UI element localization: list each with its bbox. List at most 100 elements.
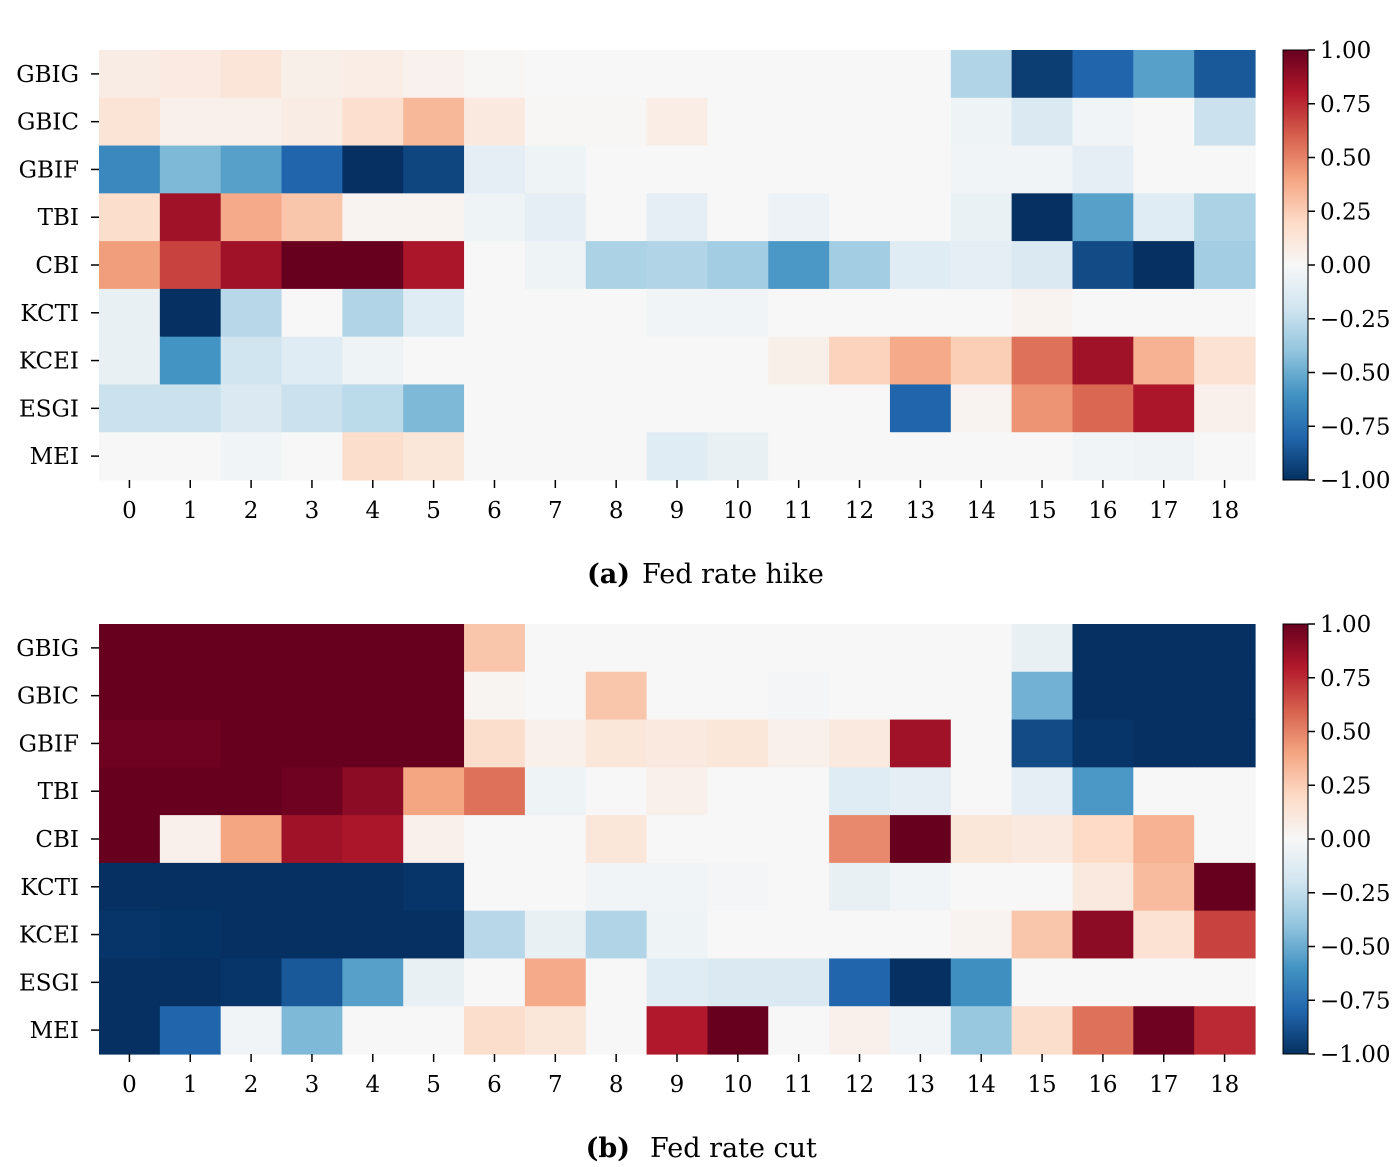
heatmap-cell-MEI-2 xyxy=(220,432,283,481)
heatmap-cell-KCEI-16 xyxy=(1072,910,1134,960)
heatmap-cell-TBI-2 xyxy=(220,193,283,242)
heatmap-cell-KCTI-3 xyxy=(281,288,343,338)
heatmap-cell-KCTI-7 xyxy=(524,862,587,912)
heatmap-cell-MEI-11 xyxy=(768,1006,830,1055)
colorbar-tick-label: 0.25 xyxy=(1320,199,1371,225)
heatmap-cell-GBIF-1 xyxy=(159,719,222,768)
heatmap-cell-CBI-14 xyxy=(950,815,1013,864)
heatmap-cell-KCTI-9 xyxy=(646,288,709,338)
heatmap-cell-GBIC-0 xyxy=(99,97,161,147)
colorbar-tick-label: 0.75 xyxy=(1320,92,1371,118)
heatmap-cell-KCTI-12 xyxy=(829,288,891,338)
heatmap-cell-CBI-7 xyxy=(524,815,587,864)
heatmap-cell-TBI-1 xyxy=(159,193,222,242)
heatmap-cell-ESGI-1 xyxy=(159,958,222,1007)
caption-title: Fed rate hike xyxy=(642,559,824,590)
heatmap-cell-KCTI-9 xyxy=(646,862,709,912)
heatmap-cell-CBI-14 xyxy=(950,241,1013,290)
heatmap-cell-KCEI-15 xyxy=(1011,910,1074,960)
heatmap-cell-CBI-6 xyxy=(464,815,526,864)
heatmap-cell-KCTI-6 xyxy=(464,288,526,338)
heatmap-cell-GBIC-2 xyxy=(220,97,283,147)
heatmap-cell-TBI-13 xyxy=(889,767,952,816)
heatmap-cell-GBIG-11 xyxy=(768,624,830,673)
colorbar-tick-label: 0.00 xyxy=(1320,827,1371,853)
column-label-13: 13 xyxy=(906,498,935,524)
heatmap-cell-MEI-9 xyxy=(646,1006,709,1055)
heatmap-cell-GBIC-1 xyxy=(159,97,222,147)
heatmap-cell-TBI-15 xyxy=(1011,193,1074,242)
heatmap-cell-KCTI-11 xyxy=(768,288,830,338)
heatmap-cell-GBIC-4 xyxy=(342,671,404,721)
heatmap-cell-MEI-6 xyxy=(464,432,526,481)
heatmap-cell-CBI-18 xyxy=(1194,815,1256,864)
heatmap-cell-KCEI-14 xyxy=(950,336,1013,386)
heatmap-cell-KCEI-8 xyxy=(585,910,648,960)
row-label-GBIG: GBIG xyxy=(16,62,79,88)
heatmap-cell-ESGI-13 xyxy=(889,384,952,433)
heatmap-cell-CBI-5 xyxy=(403,815,465,864)
heatmap-cell-CBI-0 xyxy=(99,241,161,290)
colorbar-tick-label: −0.75 xyxy=(1320,988,1390,1014)
colorbar-gradient xyxy=(1282,49,1309,481)
heatmap-cell-ESGI-17 xyxy=(1133,384,1195,433)
heatmap-cell-KCEI-4 xyxy=(342,336,404,386)
colorbar-tick-label: −0.50 xyxy=(1320,361,1390,387)
heatmap-cell-CBI-3 xyxy=(281,815,343,864)
heatmap-cell-CBI-0 xyxy=(99,815,161,864)
heatmap-cell-TBI-17 xyxy=(1133,193,1195,242)
heatmap-cell-ESGI-18 xyxy=(1194,958,1256,1007)
heatmap-cell-KCTI-0 xyxy=(99,288,161,338)
heatmap-cell-GBIF-18 xyxy=(1194,719,1256,768)
column-label-17: 17 xyxy=(1149,498,1178,524)
heatmap-cell-GBIC-5 xyxy=(403,671,465,721)
heatmap-cell-TBI-6 xyxy=(464,767,526,816)
heatmap-cell-GBIC-10 xyxy=(707,97,769,147)
heatmap-cell-GBIF-10 xyxy=(707,145,769,194)
heatmap-cell-KCEI-9 xyxy=(646,910,709,960)
colorbar-tick-label: −0.25 xyxy=(1320,307,1390,333)
colorbar-tick-label: 0.25 xyxy=(1320,773,1371,799)
heatmap-cell-ESGI-15 xyxy=(1011,958,1074,1007)
heatmap-cell-TBI-4 xyxy=(342,193,404,242)
heatmap-cell-KCTI-16 xyxy=(1072,288,1134,338)
heatmap-cell-ESGI-6 xyxy=(464,384,526,433)
heatmap-cell-TBI-11 xyxy=(768,193,830,242)
heatmap-cell-KCTI-6 xyxy=(464,862,526,912)
column-label-17: 17 xyxy=(1149,1072,1178,1098)
colorbar-tick-label: 0.50 xyxy=(1320,146,1371,172)
colorbar-tick-label: −0.75 xyxy=(1320,414,1390,440)
heatmap-cell-MEI-0 xyxy=(99,1006,161,1055)
heatmap-cell-GBIC-6 xyxy=(464,671,526,721)
heatmap-cell-GBIC-11 xyxy=(768,97,830,147)
heatmap-cell-MEI-18 xyxy=(1194,1006,1256,1055)
heatmap-cell-CBI-1 xyxy=(159,815,222,864)
heatmap-cell-MEI-3 xyxy=(281,432,343,481)
heatmap-cell-MEI-7 xyxy=(524,432,587,481)
heatmap-cell-KCEI-18 xyxy=(1194,910,1256,960)
heatmap-cell-GBIC-3 xyxy=(281,671,343,721)
heatmap-cell-GBIG-16 xyxy=(1072,624,1134,673)
heatmap-cell-GBIG-1 xyxy=(159,624,222,673)
heatmap-cell-GBIG-6 xyxy=(464,50,526,99)
row-label-CBI: CBI xyxy=(35,827,79,853)
heatmap-cell-TBI-15 xyxy=(1011,767,1074,816)
heatmap-cell-GBIG-4 xyxy=(342,50,404,99)
heatmap-cell-MEI-7 xyxy=(524,1006,587,1055)
heatmap-cell-MEI-16 xyxy=(1072,432,1134,481)
heatmap-cell-GBIG-12 xyxy=(829,624,891,673)
column-label-8: 8 xyxy=(609,1072,624,1098)
heatmap-cell-ESGI-2 xyxy=(220,384,283,433)
heatmap-cell-GBIC-11 xyxy=(768,671,830,721)
heatmap-cell-GBIG-1 xyxy=(159,50,222,99)
heatmap-cell-MEI-18 xyxy=(1194,432,1256,481)
row-label-GBIC: GBIC xyxy=(17,110,79,136)
heatmap-cell-MEI-9 xyxy=(646,432,709,481)
colorbar-tick-label: 0.50 xyxy=(1320,720,1371,746)
heatmap-cell-MEI-0 xyxy=(99,432,161,481)
column-labels: 0 1 2 3 4 5 6 7 8 9 10 11 12 13 14 15 16 17 18 xyxy=(122,480,1239,524)
heatmap-cell-GBIG-0 xyxy=(99,50,161,99)
heatmap-cell-KCTI-3 xyxy=(281,862,343,912)
column-label-7: 7 xyxy=(548,1072,563,1098)
column-label-5: 5 xyxy=(426,498,441,524)
